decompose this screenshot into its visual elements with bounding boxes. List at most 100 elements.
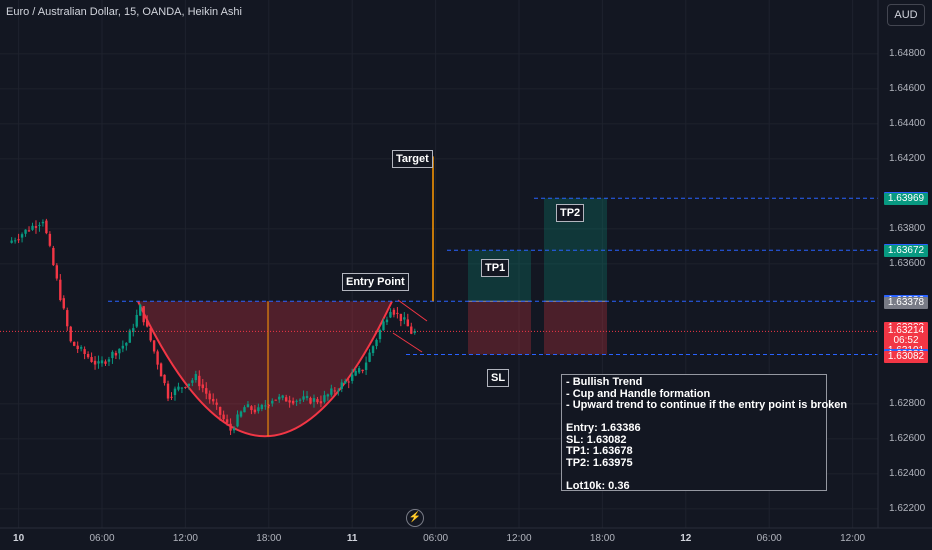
candle-body [86, 353, 90, 358]
candle-body [139, 304, 142, 316]
candle-body [368, 352, 371, 362]
candle-body [267, 405, 270, 407]
candle-body [118, 348, 121, 354]
candle-body [337, 390, 340, 392]
candle-body [382, 321, 385, 331]
tp2-loss-zone [544, 301, 607, 355]
candle-body [236, 414, 239, 427]
time-tick-label: 18:00 [256, 533, 282, 544]
time-tick-label: 12:00 [506, 533, 532, 544]
candle-body [375, 339, 378, 347]
currency-button[interactable]: AUD [887, 4, 925, 26]
candle-body [52, 247, 55, 266]
tp2-label: TP2 [556, 204, 585, 222]
candle-body [166, 383, 170, 399]
price-tick-label: 1.62800 [889, 397, 926, 409]
price-tick-label: 1.62600 [889, 432, 926, 444]
price-tag: 1.63378 [884, 296, 928, 309]
candle-body [229, 423, 232, 431]
candle-body [62, 298, 65, 309]
note-line: Lot10k: 0.36 [566, 479, 630, 492]
price-tick-label: 1.63800 [889, 222, 926, 234]
price-tag: 06:52 [884, 335, 928, 348]
candle-body [243, 407, 246, 413]
candle-body [100, 360, 104, 364]
chart-title: Euro / Australian Dollar, 15, OANDA, Hei… [6, 6, 242, 18]
candle-body [83, 349, 86, 355]
candle-body [392, 309, 396, 315]
time-tick-label: 06:00 [89, 533, 115, 544]
candle-body [284, 397, 288, 402]
candle-body [34, 226, 38, 228]
note-line: - Bullish Trend [566, 376, 643, 388]
candle-body [288, 400, 291, 403]
price-tick-label: 1.64600 [889, 82, 926, 94]
candle-body [163, 374, 166, 384]
candle-body [399, 313, 403, 322]
price-tick-label: 1.64400 [889, 117, 926, 129]
price-tag: 1.63082 [884, 351, 928, 364]
time-tick-label: 12:00 [172, 533, 198, 544]
candle-body [212, 398, 215, 402]
candle-body [128, 330, 131, 343]
candle-body [107, 359, 111, 362]
candle-body [159, 363, 163, 377]
candle-body [201, 384, 204, 389]
candle-body [333, 390, 337, 392]
time-tick-label: 12:00 [840, 533, 866, 544]
candle-body [351, 374, 354, 381]
candle-body [59, 279, 62, 301]
candle-body [45, 220, 48, 234]
candle-body [291, 400, 295, 404]
time-tick-label: 10 [13, 533, 25, 544]
candle-body [55, 265, 59, 279]
candle-body [239, 411, 243, 417]
candle-body [281, 395, 284, 398]
candle-body [222, 414, 225, 420]
candle-body [218, 406, 222, 415]
time-tick-label: 06:00 [756, 533, 782, 544]
candle-body [66, 310, 69, 327]
cup-arc [137, 300, 393, 438]
candle-body [27, 230, 31, 232]
candle-body [305, 395, 309, 399]
candle-body [257, 407, 260, 412]
candle-body [357, 368, 361, 373]
candle-body [260, 404, 264, 410]
entry-point-label: Entry Point [342, 273, 409, 291]
note-line: Entry: 1.63386 [566, 422, 641, 434]
candle-body [170, 396, 173, 398]
tp1-loss-zone [468, 301, 531, 355]
candle-body [76, 345, 79, 350]
price-tick-label: 1.63600 [889, 257, 926, 269]
candle-body [309, 397, 312, 404]
candle-body [198, 375, 201, 387]
candle-body [142, 306, 145, 323]
candle-body [132, 328, 135, 333]
candle-body [215, 402, 218, 405]
price-tick-label: 1.62400 [889, 467, 926, 479]
price-tag: 1.63969 [884, 193, 928, 206]
candle-body [152, 340, 156, 352]
candle-body [156, 351, 159, 365]
lightning-icon[interactable]: ⚡ [406, 509, 424, 527]
candle-body [135, 314, 138, 327]
candle-body [278, 396, 281, 400]
candle-body [145, 320, 149, 327]
candle-body [41, 221, 45, 224]
candle-body [295, 400, 298, 402]
note-line: TP1: 1.63678 [566, 445, 633, 457]
candle-body [340, 382, 343, 389]
candle-body [413, 330, 416, 333]
candle-body [104, 361, 107, 364]
candle-body [385, 319, 389, 323]
candle-body [364, 362, 368, 370]
price-tag: 1.63672 [884, 245, 928, 258]
candle-body [316, 399, 319, 403]
candle-body [232, 428, 236, 431]
note-line: TP2: 1.63975 [566, 456, 633, 469]
candle-body [344, 381, 347, 384]
note-line: - Cup and Handle formation [566, 387, 711, 400]
candle-body [191, 380, 194, 383]
